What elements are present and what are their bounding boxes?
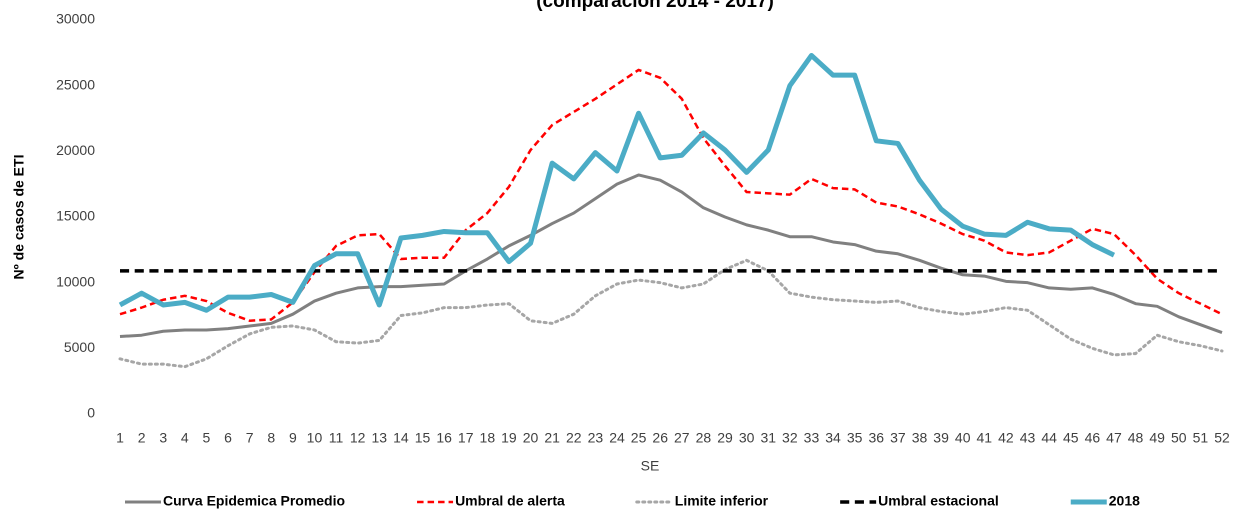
x-tick-label: 3	[159, 430, 167, 446]
x-tick-label: 49	[1149, 430, 1165, 446]
x-tick-label: 12	[350, 430, 366, 446]
x-tick-label: 6	[224, 430, 232, 446]
series-line	[118, 52, 1116, 313]
x-tick-label: 48	[1128, 430, 1144, 446]
x-tick-label: 42	[998, 430, 1014, 446]
y-tick-label: 15000	[56, 208, 95, 224]
x-tick-label: 29	[717, 430, 733, 446]
x-tick-label: 5	[203, 430, 211, 446]
legend-label: Umbral estacional	[878, 493, 999, 509]
x-tick-label: 23	[588, 430, 604, 446]
x-tick-label: 8	[267, 430, 275, 446]
x-tick-label: 30	[739, 430, 755, 446]
x-tick-label: 10	[307, 430, 323, 446]
legend-label: Limite inferior	[675, 493, 769, 509]
x-tick-label: 37	[890, 430, 906, 446]
x-axis-label: SE	[641, 458, 660, 474]
x-tick-label: 19	[501, 430, 517, 446]
x-tick-label: 44	[1041, 430, 1057, 446]
x-tick-label: 20	[523, 430, 539, 446]
x-tick-label: 38	[912, 430, 928, 446]
x-tick-label: 15	[415, 430, 431, 446]
y-tick-label: 20000	[56, 142, 95, 158]
x-tick-label: 45	[1063, 430, 1079, 446]
x-tick-label: 35	[847, 430, 863, 446]
x-tick-label: 24	[609, 430, 625, 446]
series-line	[119, 173, 1223, 339]
x-tick-label: 17	[458, 430, 474, 446]
y-axis-label: Nº de casos de ETI	[11, 155, 27, 280]
x-tick-label: 52	[1214, 430, 1230, 446]
x-tick-label: 11	[329, 430, 344, 446]
x-tick-label: 22	[566, 430, 582, 446]
series-line	[118, 258, 1224, 369]
x-tick-label: 46	[1085, 430, 1101, 446]
x-tick-label: 39	[933, 430, 949, 446]
y-tick-label: 30000	[56, 11, 95, 27]
x-tick-label: 18	[480, 430, 496, 446]
chart-title: (comparación 2014 - 2017)	[536, 0, 774, 12]
x-tick-label: 43	[1020, 430, 1036, 446]
x-tick-label: 32	[782, 430, 798, 446]
x-tick-label: 14	[393, 430, 409, 446]
x-tick-label: 28	[696, 430, 712, 446]
x-tick-label: 2	[138, 430, 146, 446]
x-tick-label: 40	[955, 430, 971, 446]
x-tick-label: 4	[181, 430, 189, 446]
legend-label: 2018	[1109, 493, 1140, 509]
x-tick-label: 47	[1106, 430, 1122, 446]
x-tick-label: 50	[1171, 430, 1187, 446]
y-tick-label: 25000	[56, 76, 95, 92]
x-tick-label: 21	[544, 430, 560, 446]
x-tick-label: 1	[116, 430, 124, 446]
x-tick-label: 33	[804, 430, 820, 446]
x-tick-label: 26	[652, 430, 668, 446]
legend-label: Curva Epidemica Promedio	[163, 493, 345, 509]
x-tick-label: 51	[1193, 430, 1209, 446]
legend-label: Umbral de alerta	[455, 493, 565, 509]
x-tick-label: 13	[372, 430, 388, 446]
x-tick-label: 27	[674, 430, 690, 446]
series-line	[119, 68, 1223, 323]
y-tick-label: 10000	[56, 273, 95, 289]
x-tick-label: 34	[825, 430, 841, 446]
x-tick-label: 36	[868, 430, 884, 446]
x-tick-label: 7	[246, 430, 254, 446]
y-tick-label: 5000	[64, 339, 95, 355]
x-tick-label: 31	[760, 430, 776, 446]
x-tick-label: 16	[436, 430, 452, 446]
x-tick-label: 9	[289, 430, 297, 446]
x-tick-label: 25	[631, 430, 647, 446]
x-tick-label: 41	[977, 430, 993, 446]
y-tick-label: 0	[87, 405, 95, 421]
